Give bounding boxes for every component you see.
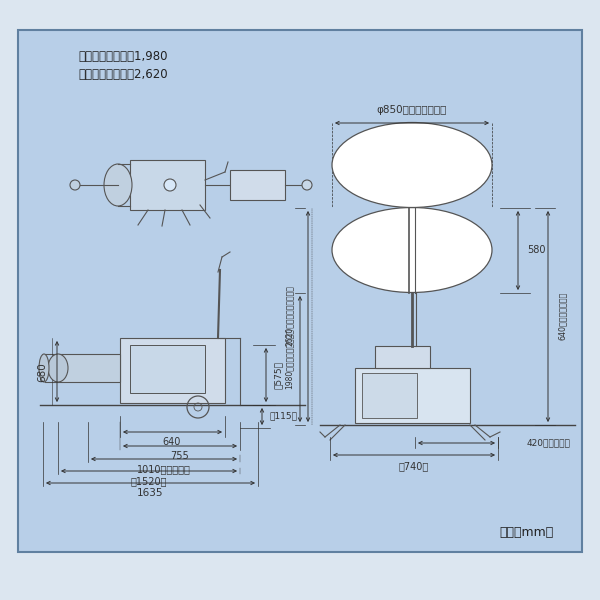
Text: 単位（mm）: 単位（mm） xyxy=(500,527,554,539)
Text: （740）: （740） xyxy=(399,461,429,471)
Bar xyxy=(230,170,285,200)
Ellipse shape xyxy=(332,208,492,292)
Text: 1635: 1635 xyxy=(137,488,163,498)
Text: 680: 680 xyxy=(37,362,47,382)
Text: 420（収納時）: 420（収納時） xyxy=(527,439,571,448)
Ellipse shape xyxy=(332,122,492,208)
Ellipse shape xyxy=(164,179,176,191)
Ellipse shape xyxy=(104,164,132,206)
Text: 2620（マスト最大高さ）: 2620（マスト最大高さ） xyxy=(284,286,293,346)
Text: 1010（収納時）: 1010（収納時） xyxy=(137,464,191,474)
Ellipse shape xyxy=(302,180,312,190)
Text: （575）: （575） xyxy=(274,361,283,389)
Bar xyxy=(130,345,205,393)
Text: マスト最小高さ　1,980: マスト最小高さ 1,980 xyxy=(78,50,167,64)
Bar xyxy=(362,373,417,418)
Text: φ850（バルーン径）: φ850（バルーン径） xyxy=(377,105,447,115)
Text: 640（ストローク）: 640（ストローク） xyxy=(557,292,566,340)
Bar xyxy=(355,368,470,423)
Text: マスト最大高さ　2,620: マスト最大高さ 2,620 xyxy=(78,67,167,80)
Text: 755: 755 xyxy=(170,451,190,461)
Ellipse shape xyxy=(70,180,80,190)
Text: 1980（マスト最小高さ）: 1980（マスト最小高さ） xyxy=(284,329,293,389)
Text: （1520）: （1520） xyxy=(131,476,167,486)
Ellipse shape xyxy=(48,354,68,382)
Text: 580: 580 xyxy=(527,245,545,255)
Bar xyxy=(18,30,582,552)
Text: （115）: （115） xyxy=(270,412,298,421)
Bar xyxy=(130,160,205,210)
Ellipse shape xyxy=(39,354,49,382)
Bar xyxy=(120,338,225,403)
Bar xyxy=(375,346,430,368)
Bar xyxy=(58,354,120,382)
Text: 640: 640 xyxy=(163,437,181,447)
